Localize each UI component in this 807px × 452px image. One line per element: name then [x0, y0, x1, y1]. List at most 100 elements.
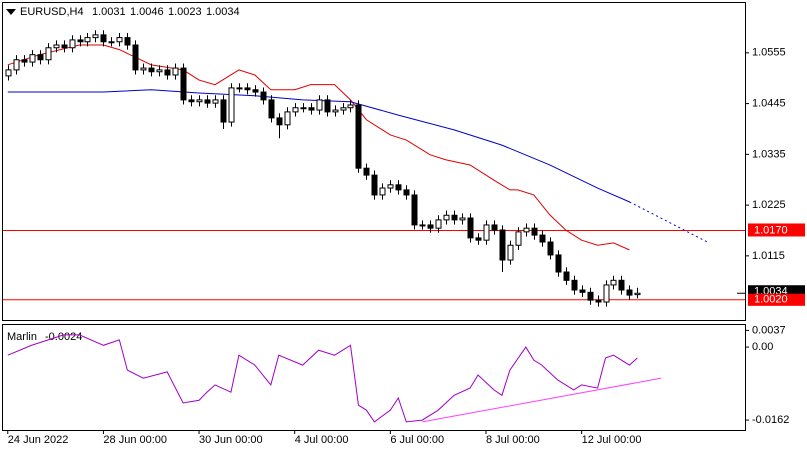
candle-body: [236, 87, 243, 90]
y-tick-label: 1.0115: [752, 250, 785, 262]
candle-body: [5, 69, 12, 77]
candle-body: [260, 91, 267, 101]
y-tick-label: 1.0555: [752, 47, 786, 59]
candle-body: [220, 99, 227, 123]
candle-body: [228, 87, 235, 123]
candle-body: [180, 67, 187, 101]
x-tick-label: 6 Jul 00:00: [390, 434, 444, 446]
candle-body: [316, 99, 323, 111]
candle-body: [587, 291, 594, 301]
price-label: 1.0020: [754, 294, 788, 306]
y-tick-label: 1.0445: [752, 97, 786, 109]
candle-body: [156, 69, 163, 73]
candle-body: [29, 54, 36, 63]
y-tick-label: 0.0037: [752, 324, 786, 336]
line: [7, 334, 638, 423]
x-tick-label: 8 Jul 00:00: [486, 434, 540, 446]
candle-body: [395, 184, 402, 191]
candle-body: [427, 224, 434, 229]
candle-body: [268, 99, 275, 119]
candle-body: [411, 194, 418, 226]
candle-body: [324, 99, 331, 113]
candle-body: [387, 184, 394, 189]
candle-body: [61, 44, 68, 49]
candle-body: [603, 284, 610, 303]
candle-body: [459, 217, 466, 221]
candle-body: [531, 227, 538, 236]
candle-body: [116, 37, 123, 43]
candle-body: [204, 99, 211, 104]
main-frame: [2, 2, 746, 321]
candle-body: [244, 87, 251, 91]
candle-body: [579, 289, 586, 293]
candle-body: [419, 224, 426, 227]
candle-body: [332, 109, 339, 113]
candle-body: [626, 289, 633, 296]
x-tick-label: 30 Jun 00:00: [199, 434, 263, 446]
candle-body: [610, 279, 617, 286]
candle-body: [563, 271, 570, 281]
candle-body: [212, 99, 219, 104]
candle-body: [355, 104, 362, 169]
candle-body: [140, 67, 147, 71]
price-label-box: [748, 223, 805, 237]
candle-body: [483, 224, 490, 241]
candle-body: [276, 117, 283, 126]
candle-body: [132, 44, 139, 71]
candle-body: [172, 67, 179, 76]
candle-body: [443, 214, 450, 221]
indicator-name: Marlin: [7, 331, 37, 343]
candle-body: [515, 231, 522, 246]
high: 1.0046: [130, 6, 164, 18]
candle-body: [379, 187, 386, 196]
candle-body: [507, 244, 514, 261]
candle-body: [100, 34, 107, 43]
candle-body: [77, 39, 84, 43]
candle-body: [634, 292, 641, 296]
candle-body: [164, 69, 171, 76]
y-tick-label: 0.00: [752, 341, 773, 353]
candle-body: [188, 99, 195, 103]
candle-body: [595, 299, 602, 303]
candle-body: [499, 229, 506, 261]
candle-body: [475, 237, 482, 241]
line: [422, 377, 662, 423]
candle-body: [45, 47, 52, 61]
close: 1.0034: [206, 6, 240, 18]
candle-body: [547, 241, 554, 256]
candle-body: [363, 167, 370, 176]
candle-body: [92, 34, 99, 39]
symbol: EURUSD,H4: [20, 6, 84, 18]
y-tick-label: 1.0335: [752, 148, 786, 160]
candle-body: [435, 219, 442, 229]
candle-body: [13, 59, 20, 71]
candle-body: [571, 279, 578, 291]
candle-body: [84, 37, 91, 43]
candle-body: [403, 189, 410, 196]
x-tick-label: 24 Jun 2022: [8, 434, 69, 446]
x-tick-label: 12 Jul 00:00: [582, 434, 642, 446]
candle-body: [300, 107, 307, 110]
candle-body: [539, 234, 546, 243]
candle-body: [491, 224, 498, 231]
candle-body: [451, 214, 458, 221]
candle-body: [347, 104, 354, 109]
open: 1.0031: [92, 6, 126, 18]
candle-body: [618, 279, 625, 291]
indicator-frame: [2, 324, 746, 431]
candle-body: [284, 111, 291, 126]
y-tick-label: 1.0225: [752, 199, 786, 211]
candle-body: [108, 41, 115, 44]
x-tick-label: 4 Jul 00:00: [295, 434, 349, 446]
candle-body: [371, 174, 378, 196]
candle-body: [148, 67, 155, 73]
y-tick-label: -0.0162: [752, 414, 789, 426]
candle-body: [53, 44, 60, 49]
candle-body: [308, 107, 315, 111]
candle-body: [555, 254, 562, 273]
candle-body: [21, 59, 28, 63]
candle-body: [292, 107, 299, 113]
price-label: 1.0170: [754, 224, 788, 236]
